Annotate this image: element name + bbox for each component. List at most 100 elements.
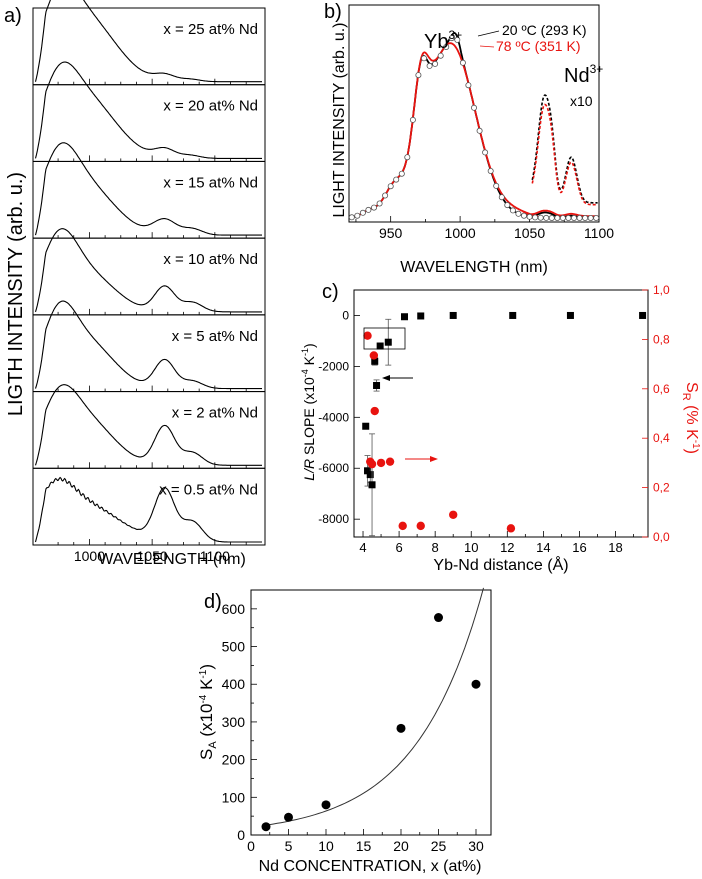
chart-d-ytick-label: 200 [222, 752, 246, 768]
chart-b-marker-20c [382, 192, 389, 199]
chart-b-marker-20c [404, 154, 411, 161]
chart-b-marker-20c [409, 116, 416, 123]
chart-a-series-label: x = 5 at% Nd [172, 328, 258, 345]
chart-d-ytick-label: 500 [222, 639, 246, 655]
chart-d-ytick-label: 100 [222, 789, 246, 805]
chart-b-marker-20c [426, 62, 433, 69]
chart-a-xlabel: WAVELENGTH (nm) [98, 551, 246, 568]
chart-c-slope-point [449, 311, 457, 319]
chart-b-marker-20c [370, 204, 377, 211]
chart-b-marker-20c [354, 212, 361, 219]
chart-b-marker-20c [532, 214, 539, 221]
chart-b-marker-20c [515, 210, 522, 217]
chart-d-fit-line [262, 587, 484, 827]
chart-b-ylabel: LIGHT INTENSITY (arb. u.) [331, 22, 348, 217]
chart-b-marker-20c [587, 214, 594, 221]
chart-c-xlabel: Yb-Nd distance (Å) [433, 555, 568, 574]
panel-label-a: a) [4, 5, 22, 27]
chart-a: x = 25 at% Nd x = 20 at% Nd x = 15 at% Nd x… [5, 0, 266, 568]
chart-c-y2label: SR (% K-1) [680, 382, 701, 454]
chart-d-point [396, 723, 406, 733]
chart-c-arrow-left-head [382, 375, 390, 381]
chart-b-marker-20c [476, 127, 483, 134]
chart-a-spectrum-line [34, 0, 262, 83]
chart-b-scale-label: x10 [570, 93, 593, 109]
chart-a-spectrum-line [34, 61, 262, 159]
chart-c-slope-point [639, 311, 647, 319]
chart-d-xtick-label: 30 [468, 838, 484, 854]
chart-a-subplot-frame [32, 391, 266, 469]
chart-c-sr-point [363, 331, 372, 340]
chart-c-xtick-label: 10 [464, 540, 478, 555]
chart-b-frame [348, 4, 600, 223]
chart-c-slope-point [509, 311, 517, 319]
panel-label-b: b) [324, 1, 342, 23]
chart-b-marker-20c [393, 176, 400, 183]
chart-c-sr-point [506, 524, 516, 533]
chart-a-series-label: x = 25 at% Nd [163, 21, 258, 38]
chart-c-xtick-label: 16 [572, 540, 586, 555]
chart-b-legend-20c: 20 ºC (293 K) [502, 22, 587, 38]
chart-c-slope-point [371, 357, 379, 365]
chart-c-slope-point [417, 312, 425, 320]
chart-d-xtick-label: 25 [431, 838, 447, 854]
chart-a-series-label: x = 20 at% Nd [163, 98, 258, 115]
chart-a-spectrum-line [34, 300, 262, 390]
chart-a-series-label: x = 10 at% Nd [163, 251, 258, 268]
chart-c-y2tick-label: 1,0 [653, 283, 670, 297]
chart-d-ytick-label: 400 [222, 676, 246, 692]
chart-a-subplot-frame [32, 84, 266, 162]
chart-b-marker-20c [387, 183, 394, 190]
chart-d-ylabel: SA (x10-4 K-1) [197, 664, 219, 760]
chart-b-yb-label: Yb3+ [424, 28, 462, 53]
chart-c-slope-point [364, 467, 372, 475]
chart-b-marker-20c [376, 200, 383, 207]
chart-a-ylabel: LIGTH INTENSITY (arb. u.) [5, 172, 27, 416]
chart-b-marker-20c [565, 214, 572, 221]
chart-b-line-78c [350, 42, 598, 219]
chart-b-marker-20c [576, 214, 583, 221]
chart-c-slope-point [566, 311, 574, 319]
chart-c-y2tick-label: 0,6 [653, 382, 670, 396]
chart-c-sr-point [370, 406, 379, 416]
chart-b-marker-20c [571, 214, 578, 221]
chart-b-marker-20c [398, 170, 405, 177]
chart-b-marker-20c [509, 207, 516, 214]
chart-b-marker-20c [415, 72, 422, 79]
chart-b-legend-pointer-20c [477, 30, 500, 37]
chart-a-subplot-frame [32, 314, 266, 393]
chart-c-slope-point [373, 381, 381, 389]
chart-b-nd-label: Nd3+ [564, 62, 603, 87]
chart-c-ytick-label: -4000 [318, 410, 349, 424]
chart-b-marker-20c [459, 59, 466, 66]
chart-b-xlabel: WAVELENGTH (nm) [400, 259, 548, 276]
chart-d-frame [250, 589, 492, 836]
chart-a-subplot-frame [32, 160, 266, 239]
chart-c-sr-point [449, 510, 458, 519]
chart-d-ytick-label: 300 [222, 714, 246, 730]
chart-d-xtick-label: 10 [318, 838, 334, 854]
chart-b-marker-20c [543, 214, 550, 221]
chart-a-spectrum-line [34, 384, 262, 466]
chart-b-marker-20c [554, 214, 561, 221]
chart-c-y2tick-label: 0,4 [653, 431, 670, 445]
chart-d-xtick-label: 15 [356, 838, 372, 854]
chart-a-series-label: x = 0.5 at% Nd [159, 481, 258, 498]
chart-d-xtick-label: 5 [285, 838, 293, 854]
chart-d-point [434, 613, 443, 623]
chart-b-xtick-label: 1000 [445, 225, 476, 241]
chart-d-point [471, 679, 481, 689]
chart-a-spectrum-line [34, 476, 262, 543]
chart-c-ytick-label: 0 [342, 308, 349, 322]
chart-d-xtick-label: 20 [393, 838, 409, 854]
chart-b-marker-20c [420, 55, 427, 62]
chart-c-frame [353, 289, 649, 538]
chart-c-ylabel: L/R SLOPE (x10-4 K-1) [300, 343, 317, 480]
chart-c-xtick-label: 12 [500, 540, 514, 555]
chart-b-xtick-label: 950 [379, 225, 403, 241]
chart-b-marker-20c [521, 212, 528, 219]
chart-d-ytick-label: 600 [222, 601, 246, 617]
chart-b-line-20c-x10 [531, 94, 598, 204]
chart-c-y2tick-label: 0,8 [653, 332, 670, 346]
chart-b: 950 1000 1050 1100 WAVELENGTH (nm) LIGHT IN… [331, 4, 614, 276]
